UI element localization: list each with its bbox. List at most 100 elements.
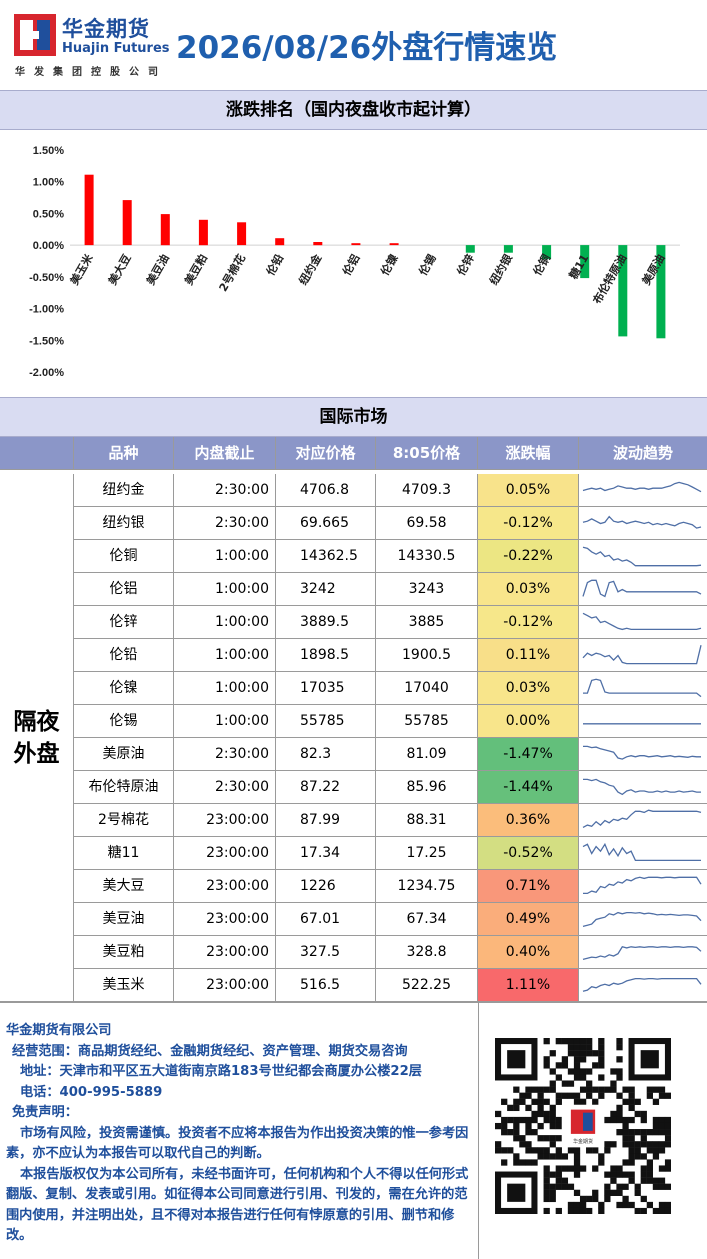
category-label: 伦镍 (378, 252, 401, 278)
cell-ref-price: 17.34 (276, 837, 376, 870)
cell-price-805: 3243 (376, 573, 478, 606)
table-row: 纽约金 2:30:00 4706.8 4709.3 0.05% (0, 474, 707, 507)
ranking-chart: 1.50% 1.00% 0.50% 0.00% -0.50% -1.00% -1.50% -2… (0, 130, 707, 397)
cell-ref-price: 17035 (276, 672, 376, 705)
cell-trend (579, 804, 707, 837)
company-name-en: Huajin Futures (62, 41, 170, 56)
category-label: 美大豆 (105, 252, 134, 288)
cell-cutoff: 23:00:00 (174, 837, 276, 870)
trend-sparkline (583, 723, 701, 725)
cell-product: 美豆油 (74, 903, 174, 936)
cell-product: 布伦特原油 (74, 771, 174, 804)
cell-change: 0.71% (478, 870, 579, 903)
category-label: 美豆油 (143, 252, 172, 288)
cell-trend (579, 837, 707, 870)
category-label: 伦锌 (454, 252, 477, 278)
cell-cutoff: 23:00:00 (174, 870, 276, 903)
cell-product: 美原油 (74, 738, 174, 771)
header-cutoff: 内盘截止 (174, 437, 276, 470)
table-row: 2号棉花 23:00:00 87.99 88.31 0.36% (0, 804, 707, 837)
sparkline-path (582, 946, 702, 961)
cell-trend (579, 474, 707, 507)
footer-disclaimer-1: 市场有风险，投资需谨慎。投资者不应将本报告为作出投资决策的惟一参考因素，亦不应认… (6, 1125, 469, 1162)
sparkline-path (583, 745, 701, 760)
cell-price-805: 88.31 (376, 804, 478, 837)
table-row: 伦铅 1:00:00 1898.5 1900.5 0.11% (0, 639, 707, 672)
y-tick-label: 1.50% (33, 145, 64, 157)
cell-trend (579, 969, 707, 1002)
cell-cutoff: 23:00:00 (174, 804, 276, 837)
bar-美大豆 (122, 200, 132, 246)
cell-cutoff: 1:00:00 (174, 606, 276, 639)
cell-trend (579, 738, 707, 771)
cell-trend (579, 870, 707, 903)
table-row: 伦铝 1:00:00 3242 3243 0.03% (0, 573, 707, 606)
cell-price-805: 17040 (376, 672, 478, 705)
table-row: 伦铜 1:00:00 14362.5 14330.5 -0.22% (0, 540, 707, 573)
table-row: 伦镍 1:00:00 17035 17040 0.03% (0, 672, 707, 705)
cell-cutoff: 23:00:00 (174, 969, 276, 1002)
footer-scope: 经营范围：商品期货经纪、金融期货经纪、资产管理、期货交易咨询 (12, 1043, 408, 1059)
ranking-section-title: 涨跌排名（国内夜盘收市起计算） (0, 90, 707, 130)
header-change: 涨跌幅 (478, 437, 579, 470)
cell-product: 伦锡 (74, 705, 174, 738)
sparkline-path (582, 977, 702, 992)
table-row: 美原油 2:30:00 82.3 81.09 -1.47% (0, 738, 707, 771)
company-tagline: 华发集团控股公司 (15, 67, 167, 78)
table-row: 美大豆 23:00:00 1226 1234.75 0.71% (0, 870, 707, 903)
cell-price-805: 1900.5 (376, 639, 478, 672)
bar-2号棉花 (237, 222, 247, 246)
cell-change: 0.11% (478, 639, 579, 672)
bar-伦铜 (542, 245, 552, 260)
cell-product: 纽约金 (74, 474, 174, 507)
cell-product: 伦铅 (74, 639, 174, 672)
cell-change: 1.11% (478, 969, 579, 1002)
sparkline-path (582, 842, 701, 862)
trend-sparkline (582, 579, 702, 598)
cell-product: 美豆粕 (74, 936, 174, 969)
cell-price-805: 1234.75 (376, 870, 478, 903)
cell-price-805: 522.25 (376, 969, 478, 1002)
company-name-cn: 华金期货 (62, 17, 150, 41)
qr-code-icon[interactable]: 华金期货 (495, 1038, 671, 1214)
cell-cutoff: 2:30:00 (174, 771, 276, 804)
table-row: 伦锡 1:00:00 55785 55785 0.00% (0, 705, 707, 738)
cell-change: 0.00% (478, 705, 579, 738)
category-label: 纽约金 (296, 251, 325, 287)
trend-sparkline (582, 612, 702, 631)
cell-trend (579, 903, 707, 936)
trend-sparkline (582, 911, 702, 928)
cell-price-805: 17.25 (376, 837, 478, 870)
trend-sparkline (582, 977, 702, 992)
cell-ref-price: 3242 (276, 573, 376, 606)
bar-美豆油 (160, 214, 170, 246)
sparkline-path (582, 645, 702, 665)
cell-change: -0.12% (478, 606, 579, 639)
y-tick-label: 0.00% (33, 240, 64, 252)
cell-trend (579, 705, 707, 738)
trend-sparkline (582, 809, 702, 828)
bar-纽约金 (313, 242, 323, 246)
cell-price-805: 14330.5 (376, 540, 478, 573)
bar-伦铝 (351, 243, 361, 246)
cell-trend (579, 771, 707, 804)
cell-trend (579, 606, 707, 639)
cell-trend (579, 507, 707, 540)
y-tick-label: 0.50% (33, 208, 64, 220)
cell-change: -1.47% (478, 738, 579, 771)
trend-sparkline (583, 678, 702, 698)
cell-ref-price: 516.5 (276, 969, 376, 1002)
cell-ref-price: 87.99 (276, 804, 376, 837)
cell-change: 0.05% (478, 474, 579, 507)
cell-trend (579, 573, 707, 606)
cell-ref-price: 3889.5 (276, 606, 376, 639)
y-tick-label: 1.00% (33, 177, 64, 189)
header-price-805: 8:05价格 (376, 437, 478, 470)
table-row: 糖11 23:00:00 17.34 17.25 -0.52% (0, 837, 707, 870)
cell-trend (579, 540, 707, 573)
footer-address: 地址：天津市和平区五大道街南京路183号世纪都会商厦办公楼22层 (20, 1064, 422, 1079)
cell-product: 伦锌 (74, 606, 174, 639)
category-label: 伦铝 (339, 252, 362, 278)
bar-美玉米 (84, 174, 94, 246)
cell-cutoff: 23:00:00 (174, 936, 276, 969)
